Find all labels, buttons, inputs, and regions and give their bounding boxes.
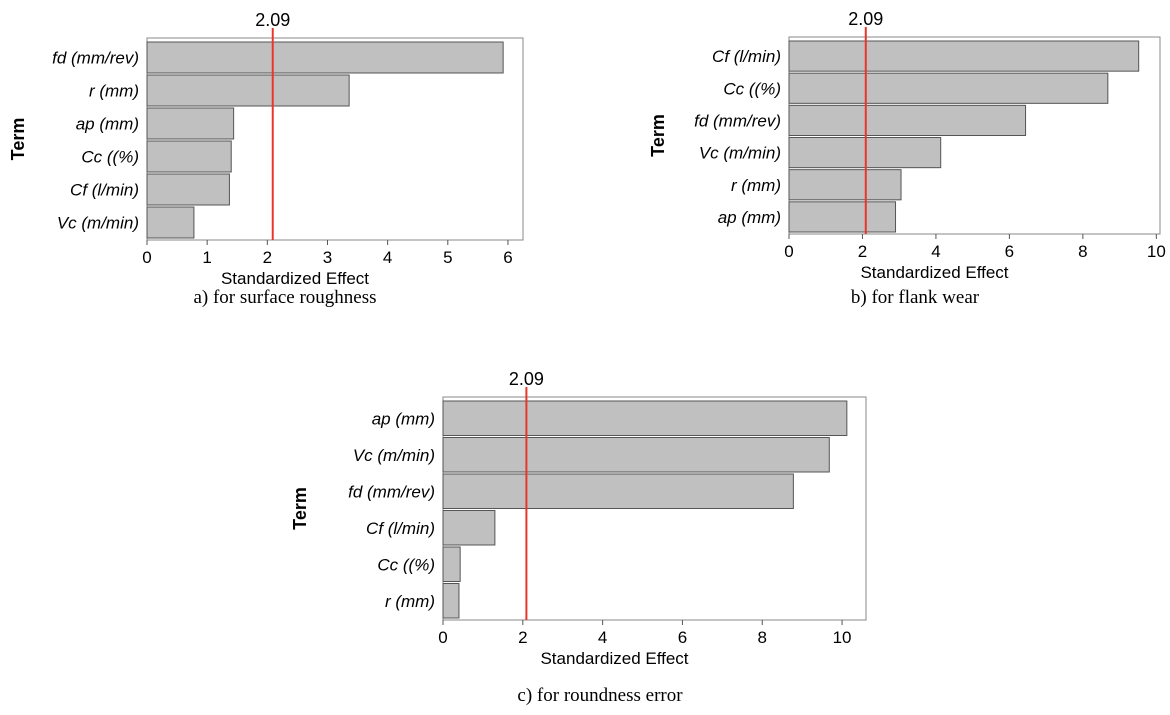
bar bbox=[146, 173, 230, 206]
term-label: Cc ((%) bbox=[81, 148, 139, 167]
x-tick-label: 4 bbox=[383, 248, 392, 267]
reference-label: 2.09 bbox=[509, 369, 544, 389]
bar bbox=[442, 546, 461, 582]
x-axis-title: Standardized Effect bbox=[540, 649, 688, 668]
term-label: Cc ((%) bbox=[377, 555, 435, 574]
bar bbox=[788, 104, 1027, 137]
bar bbox=[788, 201, 897, 233]
chart-panel-1: Cf (l/min) Cc ((%) fd (mm/rev) Vc (m/min) r … bbox=[648, 9, 1166, 308]
term-label: ap (mm) bbox=[76, 115, 139, 134]
bar bbox=[442, 473, 794, 509]
x-tick-label: 10 bbox=[1147, 242, 1166, 261]
x-tick-label: 6 bbox=[1005, 242, 1014, 261]
x-axis-title: Standardized Effect bbox=[860, 263, 1008, 282]
term-label: Cf (l/min) bbox=[70, 181, 139, 200]
y-axis-title: Term bbox=[8, 118, 28, 161]
bar bbox=[146, 41, 504, 74]
bar bbox=[788, 72, 1109, 104]
term-label: Cf (l/min) bbox=[712, 47, 781, 66]
reference-label: 2.09 bbox=[848, 9, 883, 29]
x-tick-label: 2 bbox=[518, 628, 527, 647]
x-tick-label: 4 bbox=[931, 242, 940, 261]
bar bbox=[146, 140, 232, 173]
bar bbox=[442, 400, 848, 436]
bar bbox=[442, 437, 830, 473]
x-tick-label: 6 bbox=[678, 628, 687, 647]
term-label: Vc (m/min) bbox=[57, 214, 139, 233]
bar bbox=[442, 510, 496, 546]
x-axis-title: Standardized Effect bbox=[221, 269, 369, 288]
term-label: ap (mm) bbox=[372, 409, 435, 428]
x-tick-label: 0 bbox=[438, 628, 447, 647]
term-label: ap (mm) bbox=[718, 208, 781, 227]
term-label: Cc ((%) bbox=[723, 79, 781, 98]
x-tick-label: 3 bbox=[323, 248, 332, 267]
term-label: r (mm) bbox=[731, 176, 781, 195]
chart-panel-2: ap (mm) Vc (m/min) fd (mm/rev) Cf (l/min) Cc… bbox=[290, 369, 867, 706]
bar bbox=[146, 107, 235, 140]
term-label: Cf (l/min) bbox=[366, 519, 435, 538]
reference-label: 2.09 bbox=[255, 10, 290, 30]
term-label: fd (mm/rev) bbox=[694, 111, 781, 130]
bar bbox=[442, 583, 460, 619]
panel-caption: c) for roundness error bbox=[517, 685, 683, 706]
x-tick-label: 5 bbox=[443, 248, 452, 267]
x-tick-label: 1 bbox=[202, 248, 211, 267]
chart-panel-0: fd (mm/rev) r (mm) ap (mm) Cc ((%) Cf (l/min… bbox=[8, 10, 524, 308]
y-axis-title: Term bbox=[290, 487, 310, 530]
x-tick-label: 4 bbox=[598, 628, 607, 647]
term-label: r (mm) bbox=[89, 82, 139, 101]
y-axis-title: Term bbox=[648, 114, 668, 157]
panel-caption: a) for surface roughness bbox=[193, 287, 376, 308]
x-tick-label: 8 bbox=[758, 628, 767, 647]
term-label: fd (mm/rev) bbox=[52, 49, 139, 68]
term-label: Vc (m/min) bbox=[699, 144, 781, 163]
term-label: fd (mm/rev) bbox=[348, 482, 435, 501]
term-label: r (mm) bbox=[385, 592, 435, 611]
bar bbox=[146, 206, 195, 239]
x-tick-label: 0 bbox=[784, 242, 793, 261]
x-tick-label: 8 bbox=[1078, 242, 1087, 261]
x-tick-label: 2 bbox=[858, 242, 867, 261]
x-tick-label: 10 bbox=[833, 628, 852, 647]
x-tick-label: 6 bbox=[503, 248, 512, 267]
panel-caption: b) for flank wear bbox=[851, 287, 980, 308]
term-label: Vc (m/min) bbox=[353, 446, 435, 465]
bar bbox=[788, 169, 902, 201]
bar bbox=[788, 40, 1140, 72]
bar bbox=[146, 74, 350, 107]
x-tick-label: 0 bbox=[142, 248, 151, 267]
x-tick-label: 2 bbox=[263, 248, 272, 267]
